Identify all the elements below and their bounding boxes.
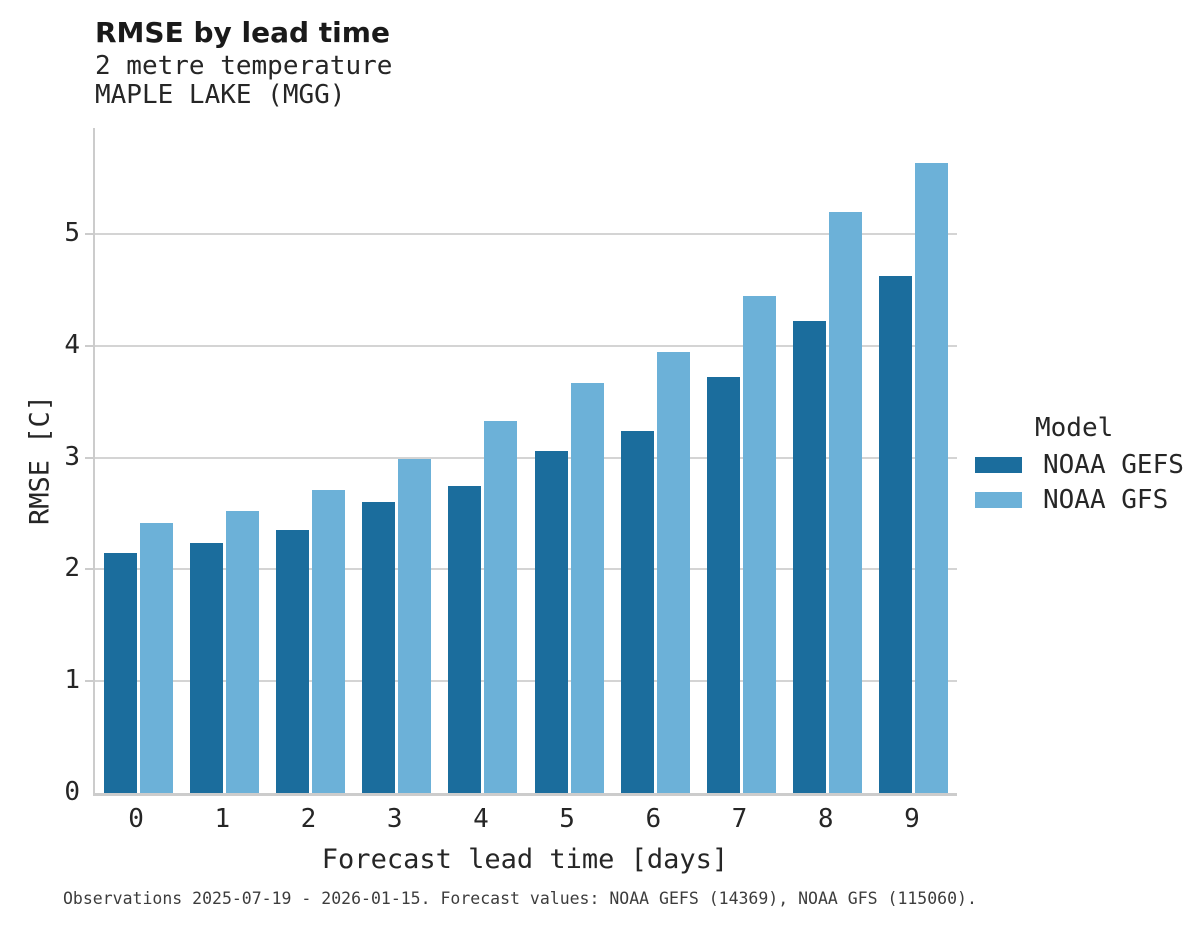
x-tick-label-3: 3 — [386, 804, 403, 834]
x-tick-label-4: 4 — [473, 804, 489, 834]
gridline-y3 — [95, 456, 957, 459]
bar-noaa-gfs-lead5 — [570, 382, 604, 793]
bar-noaa-gefs-lead0 — [103, 552, 137, 793]
y-tick-label-3: 3 — [64, 441, 80, 472]
legend-item-noaa-gefs: NOAA GEFS — [975, 450, 1190, 480]
y-tickmark-3 — [85, 456, 93, 459]
chart-subtitle-station: MAPLE LAKE (MGG) — [95, 80, 346, 110]
bar-noaa-gefs-lead7 — [707, 377, 740, 793]
bar-noaa-gfs-lead1 — [225, 511, 259, 793]
legend: Model NOAA GEFS NOAA GFS — [975, 413, 1190, 523]
chart-title: RMSE by lead time — [95, 16, 390, 49]
legend-label-noaa-gefs: NOAA GEFS — [1043, 450, 1184, 480]
legend-title: Model — [1035, 413, 1114, 443]
bar-noaa-gfs-lead8 — [829, 211, 863, 793]
bar-noaa-gefs-lead9 — [879, 275, 913, 793]
y-tick-label-5: 5 — [64, 218, 80, 249]
caption: Observations 2025-07-19 - 2026-01-15. Fo… — [63, 889, 977, 908]
x-axis-label: Forecast lead time [days] — [321, 844, 729, 875]
bar-noaa-gefs-lead5 — [534, 451, 568, 793]
bar-noaa-gfs-lead0 — [139, 522, 173, 793]
bar-noaa-gfs-lead4 — [484, 420, 518, 793]
bar-noaa-gefs-lead3 — [362, 502, 396, 793]
y-tickmark-5 — [85, 233, 93, 236]
bar-noaa-gfs-lead6 — [656, 351, 690, 793]
gridline-y2 — [95, 568, 957, 571]
bar-noaa-gfs-lead2 — [312, 490, 345, 793]
bar-noaa-gefs-lead8 — [793, 321, 827, 793]
plot-area — [85, 128, 957, 796]
y-tick-label-4: 4 — [64, 329, 80, 360]
x-tick-label-9: 9 — [904, 804, 920, 834]
y-tick-label-0: 0 — [64, 777, 80, 807]
gridline-y4 — [95, 344, 957, 347]
legend-swatch-noaa-gfs — [975, 492, 1022, 508]
x-tick-label-0: 0 — [128, 804, 144, 834]
x-tick-label-1: 1 — [214, 804, 231, 834]
bar-noaa-gefs-lead1 — [189, 542, 223, 793]
y-tick-label-1: 1 — [64, 665, 80, 696]
bar-noaa-gefs-lead4 — [448, 485, 482, 793]
chart-subtitle-variable: 2 metre temperature — [95, 51, 393, 81]
bar-noaa-gefs-lead2 — [276, 530, 309, 793]
bar-noaa-gfs-lead9 — [915, 162, 949, 793]
x-tick-label-5: 5 — [559, 804, 575, 834]
gridline-y1 — [95, 680, 957, 683]
legend-label-noaa-gfs: NOAA GFS — [1043, 485, 1169, 515]
x-tick-label-2: 2 — [300, 804, 317, 834]
y-tickmark-1 — [85, 680, 93, 683]
y-tickmark-2 — [85, 568, 93, 571]
legend-item-noaa-gfs: NOAA GFS — [975, 485, 1190, 515]
bar-noaa-gefs-lead6 — [620, 430, 654, 793]
y-tick-label-2: 2 — [64, 553, 80, 584]
bar-noaa-gfs-lead3 — [398, 458, 432, 793]
gridline-y5 — [95, 233, 957, 236]
x-tick-label-7: 7 — [731, 804, 748, 834]
x-tick-label-6: 6 — [645, 804, 662, 834]
x-tick-label-8: 8 — [817, 804, 834, 834]
bar-noaa-gfs-lead7 — [743, 295, 776, 793]
legend-swatch-noaa-gefs — [975, 457, 1022, 473]
y-tickmark-4 — [85, 344, 93, 347]
